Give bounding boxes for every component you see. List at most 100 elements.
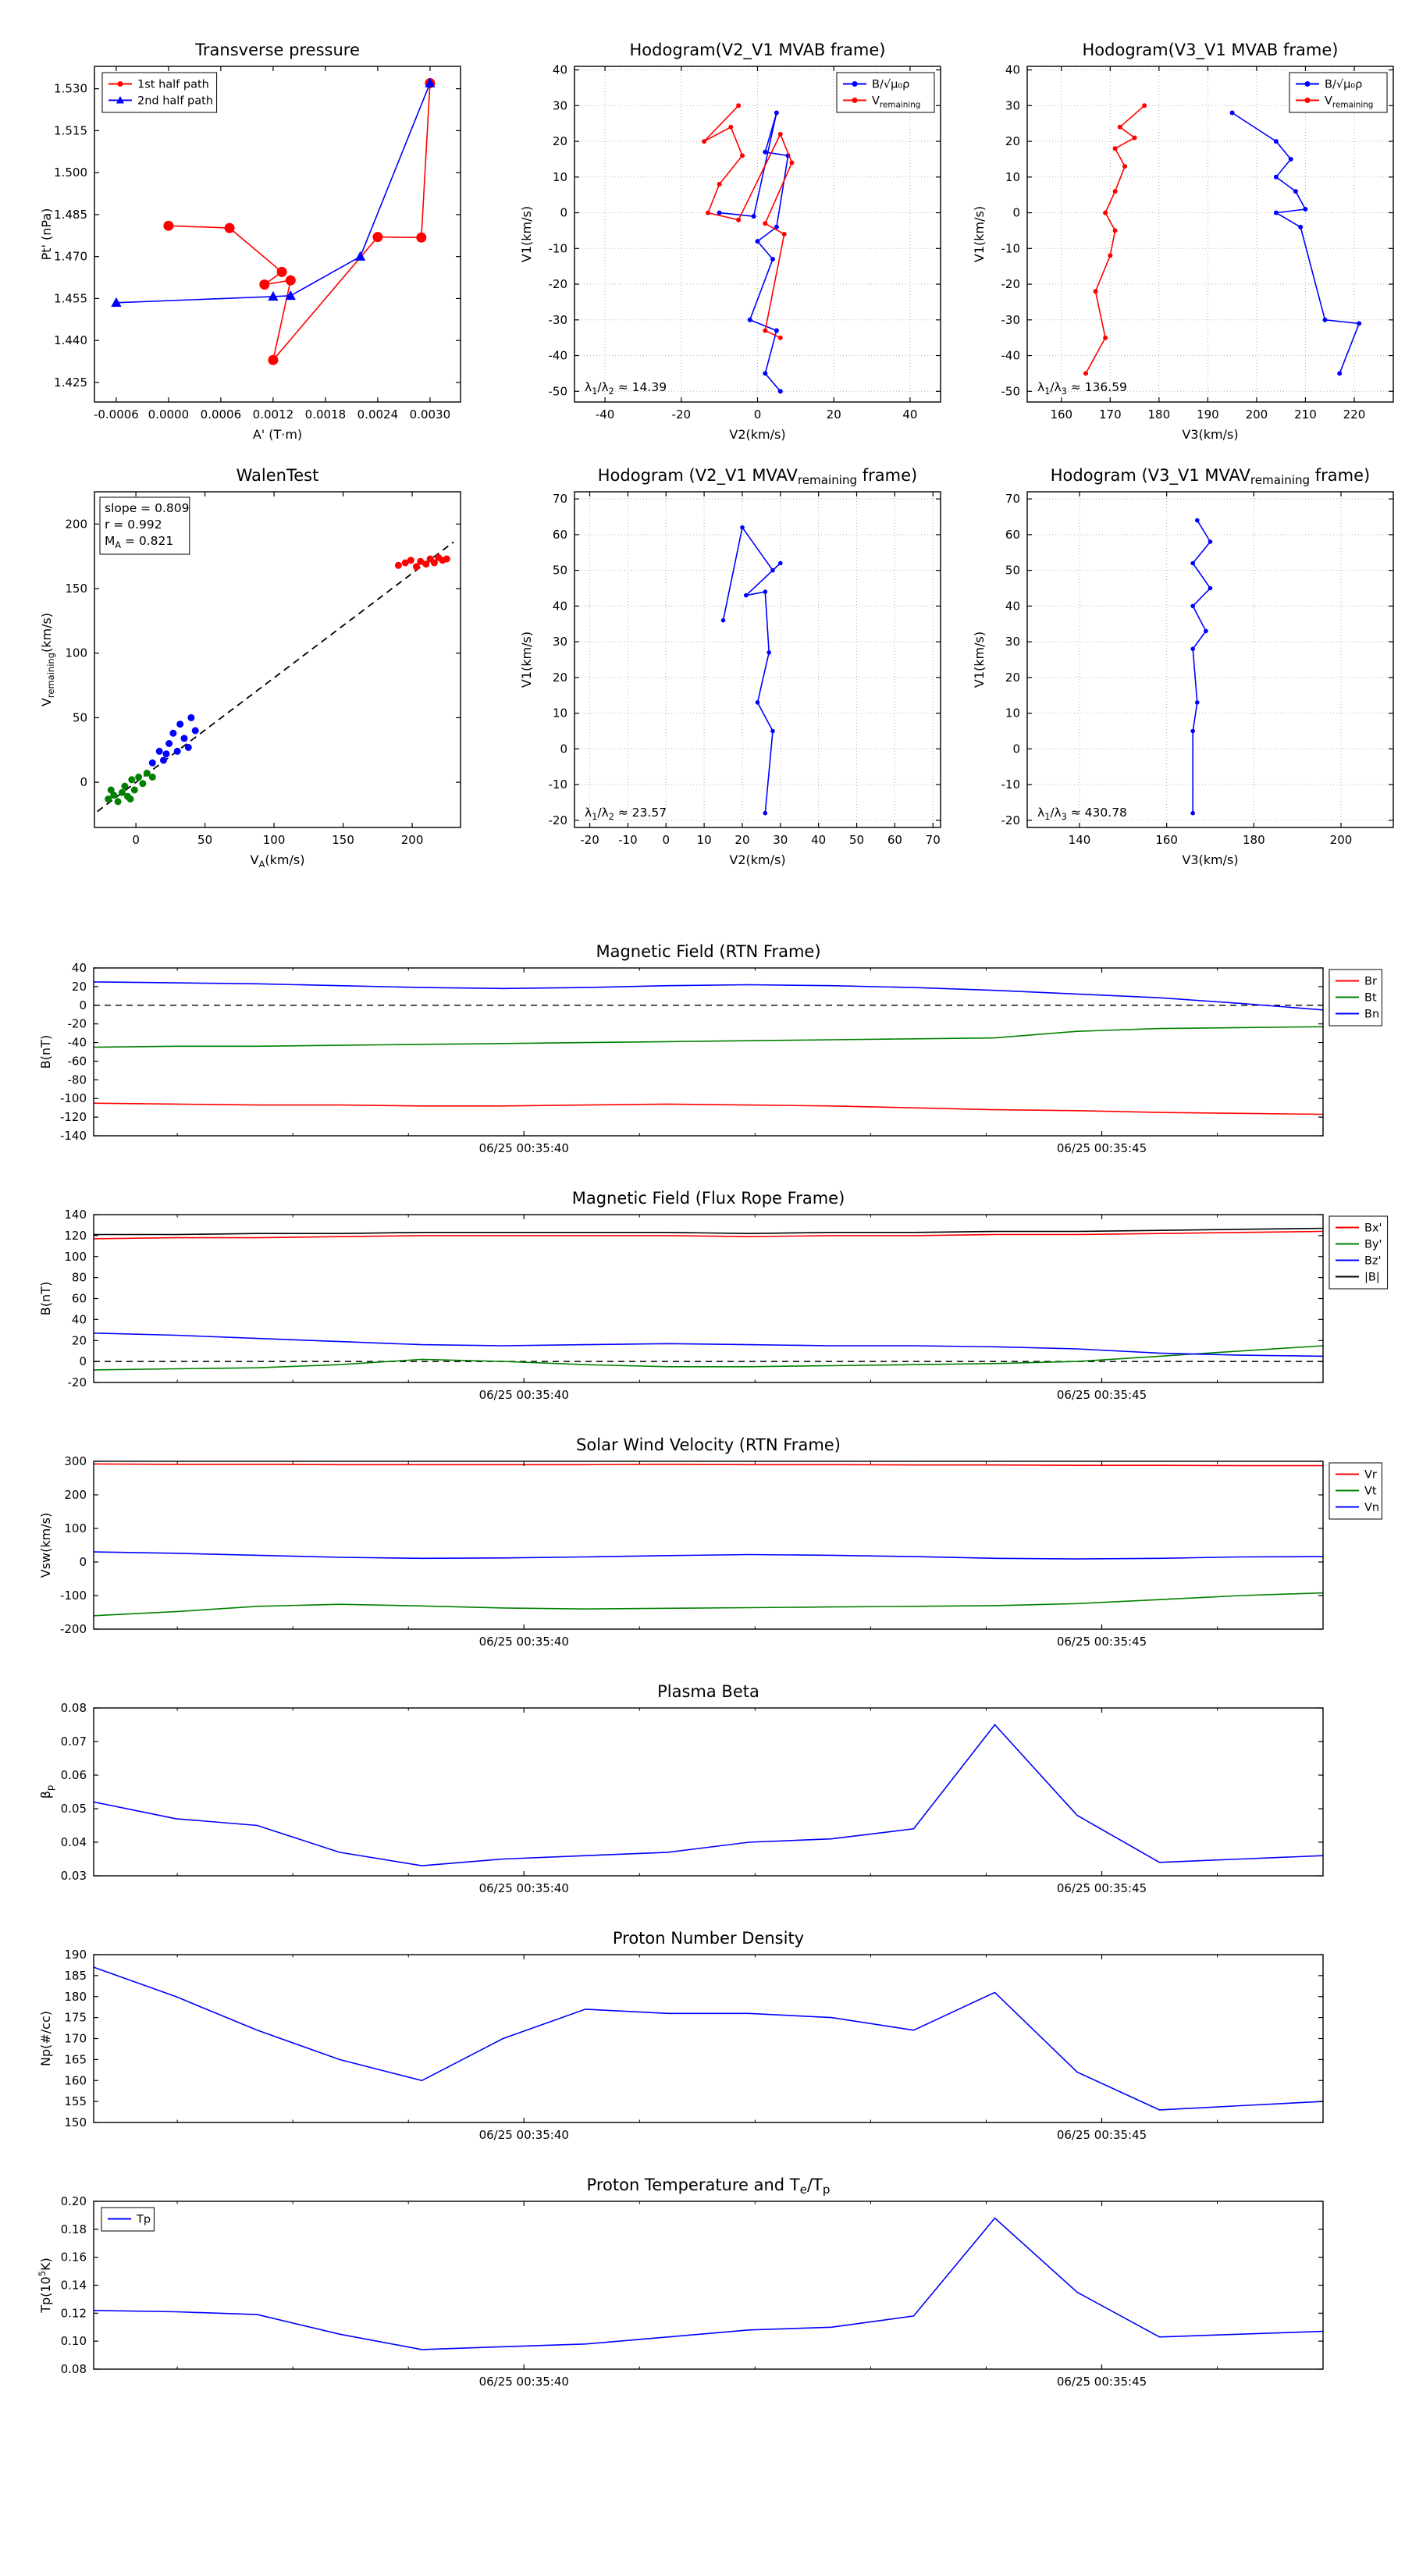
walen-test-axes-frame <box>94 491 461 828</box>
transverse-pressure-series-1st-half-path <box>163 78 436 365</box>
hodogram-v2v1-mvav-title: Hodogram (V2_V1 MVAVremaining frame) <box>598 466 918 487</box>
hodogram-v2v1-mvav-canvas: -20 -10 0 10 20 30 40 50 60 70 -20 -10 0 10 20 30 40 50 60… <box>519 466 941 867</box>
walen-test-annotation: slope = 0.809 r = 0.992 MA = 0.821 <box>105 501 189 550</box>
svg-text:06/25 00:35:45: 06/25 00:35:45 <box>1057 1388 1147 1402</box>
mag-fluxrope-canvas: 06/25 00:35:40 06/25 00:35:45 -20 0 20 40 60 80… <box>38 1189 1389 1402</box>
svg-text:30: 30 <box>773 833 788 847</box>
svg-text:06/25 00:35:40: 06/25 00:35:40 <box>479 2375 569 2389</box>
svg-text:1.530: 1.530 <box>54 82 87 96</box>
hodogram-v2v1-mvav-annotation: λ1/λ2 ≈ 23.57 <box>585 806 667 822</box>
plasma-beta-canvas: 06/25 00:35:40 06/25 00:35:45 0.03 0.04 0.05… <box>38 1682 1324 1895</box>
svg-text:βp: βp <box>38 1785 55 1799</box>
svg-text:-40: -40 <box>549 349 568 363</box>
svg-text:200: 200 <box>1330 833 1353 847</box>
svg-text:0.08: 0.08 <box>61 1701 87 1715</box>
svg-text:0.0024: 0.0024 <box>357 407 399 422</box>
svg-text:0.18: 0.18 <box>61 2222 87 2236</box>
velocity-rtn-legend: Vr Vt Vn <box>1329 1462 1382 1520</box>
proton-density-title: Proton Number Density <box>613 1929 804 1948</box>
svg-text:0.14: 0.14 <box>61 2279 87 2293</box>
walen-test-canvas: 0 50 100 150 200 0 50 100 150 200 WalenTest VA(km/s… <box>39 466 461 870</box>
svg-text:20: 20 <box>735 833 749 847</box>
svg-text:Vremaining: Vremaining <box>872 95 920 110</box>
svg-text:-20: -20 <box>68 1017 87 1031</box>
proton-density-series-Np <box>93 1966 1324 2111</box>
svg-text:MA = 0.821: MA = 0.821 <box>105 534 173 550</box>
hodogram-v2v1-mvab-series-B- <box>717 110 791 394</box>
plot-hodogram-v2v1-mvav: -20 -10 0 10 20 30 40 50 60 70 -20 -10 0 10 20 30 40 50 60… <box>507 445 952 870</box>
svg-text:-10: -10 <box>549 241 568 255</box>
svg-text:1.455: 1.455 <box>54 291 87 305</box>
svg-text:2nd half path: 2nd half path <box>137 95 213 108</box>
svg-text:1.440: 1.440 <box>54 333 87 347</box>
svg-text:Pt' (nPa): Pt' (nPa) <box>39 208 54 261</box>
svg-text:160: 160 <box>64 2073 87 2087</box>
transverse-pressure-canvas: -0.0006 0.0000 0.0006 0.0012 0.0018 0.0024 0.0… <box>39 41 461 442</box>
svg-text:Vr: Vr <box>1364 1469 1377 1482</box>
svg-text:300: 300 <box>64 1454 87 1468</box>
plot-proton-density: 06/25 00:35:40 06/25 00:35:45 150 155 160 165… <box>27 1916 1401 2158</box>
svg-text:06/25 00:35:45: 06/25 00:35:45 <box>1057 1635 1147 1649</box>
svg-text:0: 0 <box>560 206 567 220</box>
svg-text:100: 100 <box>64 1521 87 1535</box>
svg-text:0: 0 <box>1012 206 1020 220</box>
hodogram-v3v1-mvav-canvas: 140 160 180 200 -20 -10 0 10 20 30 40 50 60 70 Hodogra… <box>972 466 1394 867</box>
svg-text:70: 70 <box>1005 492 1020 506</box>
svg-text:0.12: 0.12 <box>61 2306 87 2320</box>
svg-text:-50: -50 <box>549 384 568 398</box>
svg-text:0: 0 <box>79 998 87 1012</box>
svg-text:0.05: 0.05 <box>61 1802 87 1816</box>
transverse-pressure-legend: 1st half path 2nd half path <box>101 72 218 113</box>
svg-text:30: 30 <box>553 635 567 649</box>
svg-text:B(nT): B(nT) <box>38 1035 53 1069</box>
hodogram-v3v1-mvav-annotation: λ1/λ3 ≈ 430.78 <box>1037 806 1127 822</box>
svg-text:180: 180 <box>1243 833 1265 847</box>
svg-text:-40: -40 <box>596 407 615 422</box>
mag-rtn-series-Bn <box>93 981 1324 1011</box>
svg-text:180: 180 <box>1148 407 1171 422</box>
mag-fluxrope-series-By- <box>93 1345 1324 1371</box>
plot-proton-temperature: 06/25 00:35:40 06/25 00:35:45 0.08 0.10 0.12… <box>27 2162 1401 2404</box>
svg-text:170: 170 <box>64 2032 87 2046</box>
svg-text:0.0018: 0.0018 <box>305 407 347 422</box>
svg-text:λ1/λ2 ≈ 14.39: λ1/λ2 ≈ 14.39 <box>585 380 667 397</box>
svg-text:-80: -80 <box>68 1073 87 1087</box>
walen-test-series-red-points <box>394 553 450 571</box>
svg-text:165: 165 <box>64 2052 87 2066</box>
walen-test-series-green-points <box>105 770 156 806</box>
svg-text:06/25 00:35:40: 06/25 00:35:40 <box>479 1881 569 1895</box>
svg-text:150: 150 <box>65 582 87 596</box>
svg-text:0.06: 0.06 <box>61 1768 87 1782</box>
svg-text:0: 0 <box>79 1555 87 1569</box>
svg-text:-20: -20 <box>580 833 599 847</box>
mag-rtn-legend: Br Bt Bn <box>1329 969 1382 1026</box>
velocity-rtn-series-Vt <box>93 1592 1324 1617</box>
plasma-beta-axes-frame <box>93 1707 1324 1877</box>
proton-temperature-series-Tp <box>93 2217 1324 2350</box>
svg-text:0: 0 <box>132 833 140 847</box>
svg-text:A' (T·m): A' (T·m) <box>253 427 302 442</box>
svg-text:-10: -10 <box>618 833 638 847</box>
svg-text:-40: -40 <box>1001 349 1021 363</box>
svg-text:20: 20 <box>72 1333 87 1347</box>
mag-fluxrope-series-Bz- <box>93 1332 1324 1357</box>
svg-text:160: 160 <box>1155 833 1178 847</box>
svg-text:slope = 0.809: slope = 0.809 <box>105 501 189 515</box>
svg-text:40: 40 <box>72 1312 87 1326</box>
svg-text:VA(km/s): VA(km/s) <box>251 852 305 870</box>
svg-text:0.0030: 0.0030 <box>410 407 451 422</box>
svg-text:40: 40 <box>553 63 567 77</box>
mag-rtn-series-Bt <box>93 1026 1324 1048</box>
svg-text:-20: -20 <box>549 813 568 827</box>
svg-text:Tp: Tp <box>136 2214 151 2226</box>
svg-text:B/√μ₀ρ: B/√μ₀ρ <box>872 79 909 91</box>
svg-text:220: 220 <box>1343 407 1366 422</box>
svg-text:60: 60 <box>553 528 567 542</box>
svg-text:-100: -100 <box>60 1091 87 1105</box>
svg-text:10: 10 <box>553 706 567 720</box>
svg-text:50: 50 <box>849 833 864 847</box>
transverse-pressure-series-2nd-half-path <box>111 77 436 308</box>
svg-text:200: 200 <box>401 833 424 847</box>
svg-text:0.0006: 0.0006 <box>201 407 242 422</box>
